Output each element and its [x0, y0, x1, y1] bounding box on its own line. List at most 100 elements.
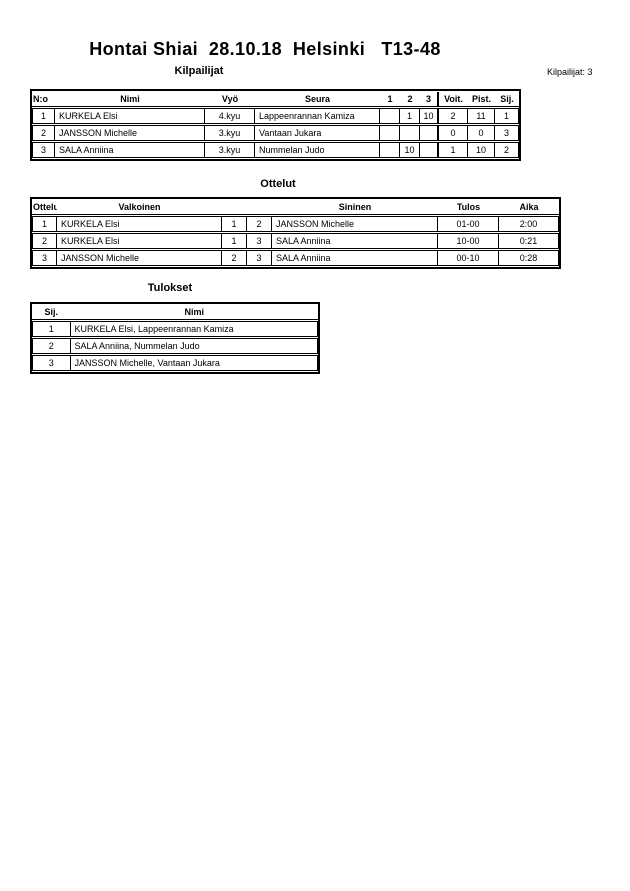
competitor-belt: 3.kyu	[205, 125, 255, 141]
results-header-row: Sij. Nimi	[32, 305, 318, 320]
result-name-club: SALA Anniina, Nummelan Judo	[70, 338, 318, 354]
matches-section-title: Ottelut	[260, 178, 296, 190]
competitor-belt: 4.kyu	[205, 108, 255, 124]
competitors-header-row: N:o Nimi Vyö Seura 1 2 3 Voit. Pist. Sij…	[32, 92, 519, 107]
match-row: 3 JANSSON Michelle 2 3 SALA Anniina 00-1…	[32, 250, 559, 266]
result-name-club: JANSSON Michelle, Vantaan Jukara	[70, 355, 318, 371]
competitor-match3-score	[420, 142, 439, 158]
match-number: 2	[32, 233, 57, 249]
competitor-match1-score	[380, 142, 400, 158]
competitor-place: 1	[495, 108, 519, 124]
match-result: 01-00	[438, 216, 499, 232]
competitors-section-title: Kilpailijat	[174, 65, 224, 77]
match-number: 3	[32, 250, 57, 266]
col-header-m1: 1	[380, 92, 400, 107]
competitor-name: SALA Anniina	[55, 142, 205, 158]
match-time: 0:28	[499, 250, 559, 266]
result-place: 1	[32, 321, 71, 337]
col-header-place: Sij.	[495, 92, 519, 107]
col-header-wins: Voit.	[439, 92, 468, 107]
competitor-name: JANSSON Michelle	[55, 125, 205, 141]
col-header-no: N:o	[32, 92, 55, 107]
result-place: 2	[32, 338, 71, 354]
competitor-wins: 2	[439, 108, 468, 124]
competitor-club: Lappeenrannan Kamiza	[255, 108, 380, 124]
match-time: 2:00	[499, 216, 559, 232]
competitor-match2-score	[400, 125, 420, 141]
matches-table: Ottelu Valkoinen Sininen Tulos Aika 1 KU…	[30, 197, 561, 269]
results-table: Sij. Nimi 1 KURKELA Elsi, Lappeenrannan …	[30, 302, 320, 374]
result-place: 3	[32, 355, 71, 371]
match-time: 0:21	[499, 233, 559, 249]
competitor-points: 11	[468, 108, 495, 124]
competitor-match1-score	[380, 108, 400, 124]
competitor-club: Vantaan Jukara	[255, 125, 380, 141]
competitor-row: 1 KURKELA Elsi 4.kyu Lappeenrannan Kamiz…	[32, 108, 519, 124]
competitor-points: 10	[468, 142, 495, 158]
col-header-m2: 2	[400, 92, 420, 107]
blue-competitor-name: SALA Anniina	[272, 233, 438, 249]
col-header-club: Seura	[255, 92, 380, 107]
competitor-place: 2	[495, 142, 519, 158]
competitor-count-label: Kilpailijat: 3	[547, 67, 593, 77]
matches-header-row: Ottelu Valkoinen Sininen Tulos Aika	[32, 200, 559, 215]
col-header-time: Aika	[499, 200, 559, 215]
blue-competitor-name: SALA Anniina	[272, 250, 438, 266]
competitor-match3-score	[420, 125, 439, 141]
white-competitor-name: KURKELA Elsi	[57, 216, 222, 232]
col-header-blue-no	[247, 200, 272, 215]
result-row: 2 SALA Anniina, Nummelan Judo	[32, 338, 318, 354]
competitor-match3-score: 10	[420, 108, 439, 124]
col-header-blue: Sininen	[272, 200, 438, 215]
match-row: 1 KURKELA Elsi 1 2 JANSSON Michelle 01-0…	[32, 216, 559, 232]
col-header-m3: 3	[420, 92, 439, 107]
competitor-club: Nummelan Judo	[255, 142, 380, 158]
page-title: Hontai Shiai 28.10.18 Helsinki T13-48	[89, 39, 441, 59]
competitor-match2-score: 10	[400, 142, 420, 158]
white-competitor-name: KURKELA Elsi	[57, 233, 222, 249]
competitor-row: 2 JANSSON Michelle 3.kyu Vantaan Jukara …	[32, 125, 519, 141]
match-result: 10-00	[438, 233, 499, 249]
blue-competitor-number: 2	[247, 216, 272, 232]
blue-competitor-number: 3	[247, 233, 272, 249]
competitors-table-grid: N:o Nimi Vyö Seura 1 2 3 Voit. Pist. Sij…	[32, 91, 519, 159]
blue-competitor-name: JANSSON Michelle	[272, 216, 438, 232]
competitor-place: 3	[495, 125, 519, 141]
results-section-title: Tulokset	[147, 282, 193, 294]
col-header-white-no	[222, 200, 247, 215]
competitor-wins: 1	[439, 142, 468, 158]
competitor-match1-score	[380, 125, 400, 141]
col-header-result: Tulos	[438, 200, 499, 215]
competitor-wins: 0	[439, 125, 468, 141]
result-name-club: KURKELA Elsi, Lappeenrannan Kamiza	[70, 321, 318, 337]
competitor-number: 3	[32, 142, 55, 158]
white-competitor-number: 1	[222, 233, 247, 249]
competitor-points: 0	[468, 125, 495, 141]
white-competitor-number: 1	[222, 216, 247, 232]
competitor-row: 3 SALA Anniina 3.kyu Nummelan Judo 10 1 …	[32, 142, 519, 158]
competitor-number: 2	[32, 125, 55, 141]
result-row: 1 KURKELA Elsi, Lappeenrannan Kamiza	[32, 321, 318, 337]
match-row: 2 KURKELA Elsi 1 3 SALA Anniina 10-00 0:…	[32, 233, 559, 249]
competitor-belt: 3.kyu	[205, 142, 255, 158]
col-header-points: Pist.	[468, 92, 495, 107]
result-row: 3 JANSSON Michelle, Vantaan Jukara	[32, 355, 318, 371]
white-competitor-number: 2	[222, 250, 247, 266]
col-header-place: Sij.	[32, 305, 71, 320]
competitor-name: KURKELA Elsi	[55, 108, 205, 124]
col-header-name: Nimi	[70, 305, 318, 320]
results-table-grid: Sij. Nimi 1 KURKELA Elsi, Lappeenrannan …	[32, 304, 318, 372]
match-number: 1	[32, 216, 57, 232]
col-header-belt: Vyö	[205, 92, 255, 107]
competitor-number: 1	[32, 108, 55, 124]
white-competitor-name: JANSSON Michelle	[57, 250, 222, 266]
matches-table-grid: Ottelu Valkoinen Sininen Tulos Aika 1 KU…	[32, 199, 559, 267]
competitor-match2-score: 1	[400, 108, 420, 124]
col-header-name: Nimi	[55, 92, 205, 107]
match-result: 00-10	[438, 250, 499, 266]
col-header-white: Valkoinen	[57, 200, 222, 215]
col-header-match: Ottelu	[32, 200, 57, 215]
competitors-table: N:o Nimi Vyö Seura 1 2 3 Voit. Pist. Sij…	[30, 89, 521, 161]
blue-competitor-number: 3	[247, 250, 272, 266]
